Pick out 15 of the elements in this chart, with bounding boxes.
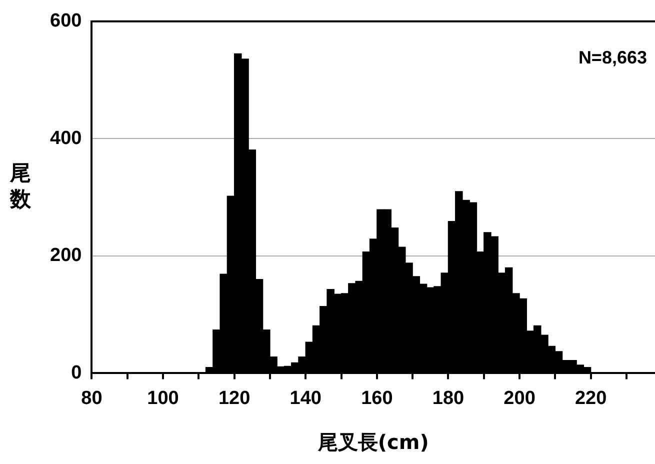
x-tick-label: 160 (361, 388, 393, 409)
annotation: N=8,663 (578, 47, 647, 68)
x-tick-label: 220 (574, 388, 607, 409)
x-tick-label: 140 (290, 388, 322, 409)
y-tick-label: 400 (50, 128, 82, 149)
y-tick-label: 0 (71, 362, 82, 384)
y-tick-label: 200 (50, 245, 82, 266)
x-tick-label: 180 (432, 388, 464, 409)
y-axis-title: 尾数 (10, 160, 32, 212)
x-tick-label: 80 (81, 388, 102, 409)
x-tick-label: 120 (218, 388, 250, 409)
x-tick-label: 200 (504, 388, 536, 409)
x-axis-title: 尾叉長(cm) (316, 430, 429, 454)
y-tick-label: 600 (50, 10, 82, 32)
x-tick-label: 100 (147, 388, 179, 409)
